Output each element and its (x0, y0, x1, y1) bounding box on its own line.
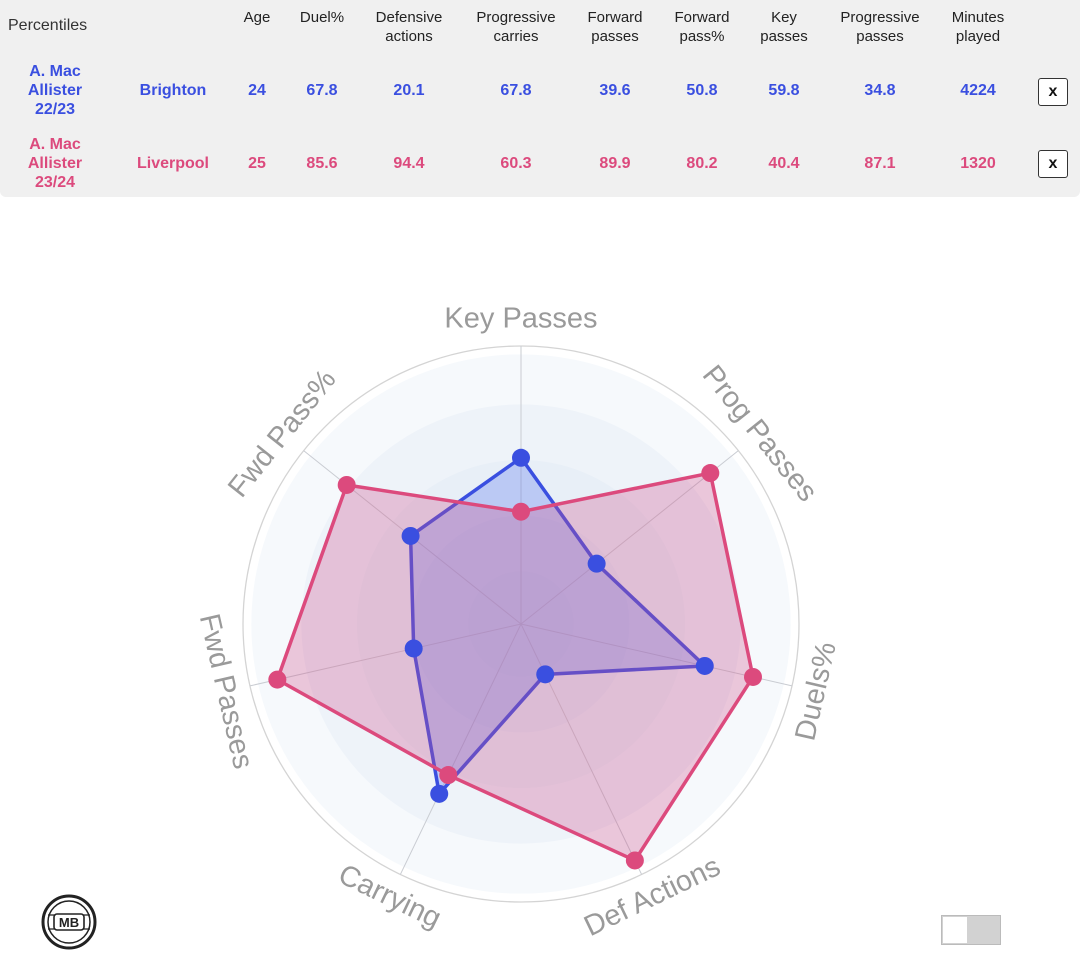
data-point (439, 766, 458, 785)
data-point (404, 639, 423, 658)
close-icon: x (1048, 155, 1058, 172)
player-name: A. Mac Allister 23/24 (27, 136, 83, 191)
col-header-forward-passes: Forward passes (587, 9, 643, 45)
data-point (625, 851, 644, 870)
defensive-actions-value: 20.1 (393, 82, 425, 99)
radar-spoke (520, 450, 739, 625)
key-passes-value: 40.4 (768, 155, 800, 172)
progressive-passes-value: 87.1 (864, 155, 896, 172)
forward-pass-pct-value: 50.8 (686, 82, 718, 99)
view-toggle[interactable] (941, 915, 1001, 945)
progressive-carries-value: 67.8 (500, 82, 532, 99)
team-name: Brighton (139, 82, 207, 99)
data-point (512, 448, 530, 467)
logo-text: MB (59, 915, 79, 930)
radar-spoke (249, 623, 522, 687)
player-name: A. Mac Allister 22/23 (27, 63, 83, 118)
data-point (337, 475, 356, 494)
team-name: Liverpool (136, 155, 210, 172)
mb-logo-icon: MB (41, 894, 97, 950)
col-header-defensive-actions: Defensive actions (375, 9, 443, 45)
data-point (401, 526, 420, 545)
series-area (275, 471, 755, 863)
forward-passes-value: 39.6 (599, 82, 631, 99)
comparison-table: Percentiles Age Duel% Defensive actions … (0, 0, 1080, 197)
remove-row-button[interactable]: x (1038, 150, 1068, 178)
col-header-progressive-carries: Progressive carries (476, 9, 556, 45)
data-point (430, 784, 449, 803)
data-point (536, 665, 555, 684)
col-header-progressive-passes: Progressive passes (840, 9, 920, 45)
duel-pct-value: 67.8 (306, 82, 338, 99)
remove-row-button[interactable]: x (1038, 78, 1068, 106)
data-point (701, 464, 720, 483)
forward-pass-pct-value: 80.2 (686, 155, 718, 172)
minutes-played-value: 1320 (960, 155, 996, 172)
series-area (408, 456, 707, 796)
duel-pct-value: 85.6 (306, 155, 338, 172)
key-passes-value: 59.8 (768, 82, 800, 99)
age-value: 25 (248, 155, 266, 172)
close-icon: x (1048, 83, 1058, 100)
data-point (587, 554, 606, 573)
percentiles-header: Percentiles (8, 17, 88, 34)
toggle-knob (943, 917, 967, 943)
forward-passes-value: 89.9 (599, 155, 631, 172)
minutes-played-value: 4224 (960, 82, 996, 99)
col-header-age: Age (243, 9, 271, 26)
defensive-actions-value: 94.4 (393, 155, 425, 172)
progressive-passes-value: 34.8 (864, 82, 896, 99)
axis-label: Key Passes (444, 303, 597, 335)
col-header-minutes-played: Minutes played (951, 9, 1005, 45)
data-point (744, 667, 763, 686)
data-point (512, 502, 530, 521)
col-header-key-passes: Key passes (760, 9, 808, 45)
col-header-forward-pass-pct: Forward pass% (674, 9, 730, 45)
data-point (695, 656, 714, 675)
radar-spoke (399, 623, 522, 875)
col-header-duel-pct: Duel% (299, 9, 345, 26)
progressive-carries-value: 60.3 (500, 155, 532, 172)
age-value: 24 (248, 82, 266, 99)
radar-spoke (520, 623, 643, 875)
data-point (268, 670, 287, 689)
